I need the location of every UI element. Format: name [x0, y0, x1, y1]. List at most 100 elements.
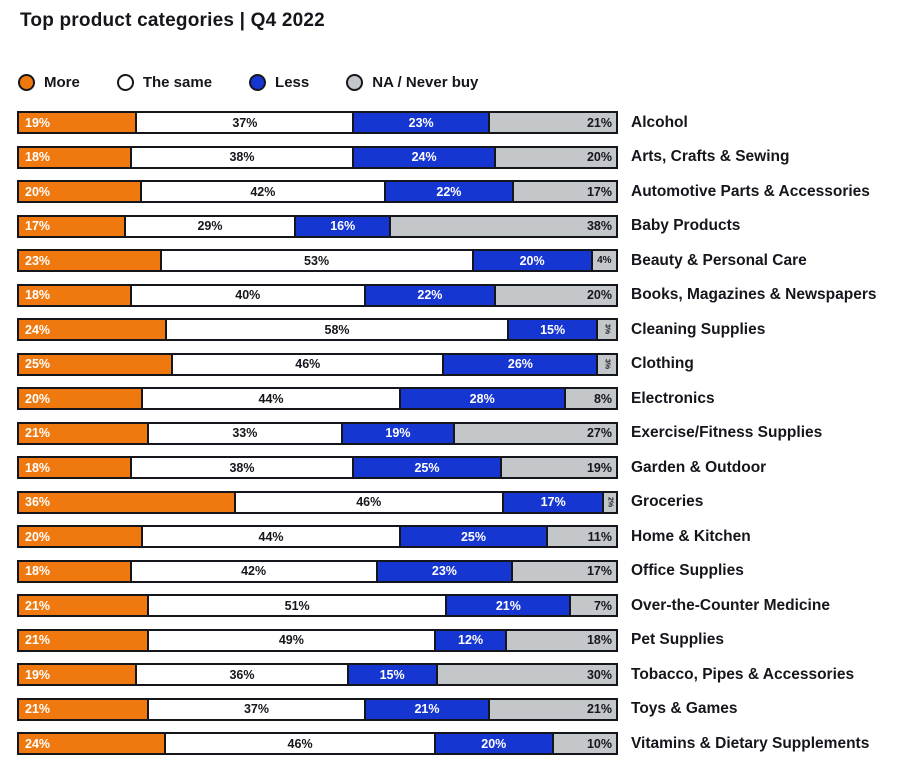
category-label: Electronics	[631, 389, 715, 407]
bar-segment-same: 33%	[147, 421, 343, 445]
bar-segment-less: 23%	[352, 111, 490, 134]
segment-value-label: 21%	[25, 633, 51, 647]
category-label: Groceries	[631, 493, 704, 510]
bar-segment-same: 37%	[147, 697, 366, 721]
legend-item-more: More	[18, 74, 80, 91]
segment-value-label: 22%	[417, 288, 443, 302]
bar-segment-na: 19%	[499, 456, 618, 479]
segment-value-label: 11%	[587, 529, 612, 544]
bar-segment-more: 24%	[17, 318, 168, 341]
category-label: Over-the-Counter Medicine	[631, 596, 830, 614]
legend-label: More	[44, 74, 80, 91]
segment-value-label: 28%	[469, 391, 495, 406]
stacked-bar: 24% 46% 20% 10%	[17, 732, 618, 755]
stacked-bar: 25% 46% 26% 3%	[17, 352, 618, 376]
bar-segment-less: 22%	[363, 283, 496, 307]
segment-value-label: 42%	[241, 564, 267, 578]
bar-segment-less: 17%	[501, 490, 605, 514]
chart-row: 18% 42% 23% 17% Office Supplies	[17, 559, 909, 583]
chart-title: Top product categories | Q4 2022	[20, 10, 325, 31]
segment-value-label: 18%	[586, 633, 612, 647]
segment-value-label: 36%	[25, 495, 51, 509]
segment-value-label: 21%	[495, 598, 521, 613]
stacked-bar: 17% 29% 16% 38%	[17, 214, 618, 238]
segment-value-label: 16%	[330, 219, 356, 233]
category-label: Beauty & Personal Care	[631, 251, 807, 269]
bar-segment-more: 18%	[17, 145, 132, 169]
stacked-bar: 20% 44% 28% 8%	[17, 387, 619, 410]
chart-row: 17% 29% 16% 38% Baby Products	[17, 214, 909, 238]
chart-row: 23% 53% 20% 4% Beauty & Personal Care	[17, 249, 909, 272]
chart-row: 20% 44% 25% 11% Home & Kitchen	[17, 525, 909, 548]
chart-row: 20% 42% 22% 17% Automotive Parts & Accessori…	[17, 180, 909, 203]
bar-segment-more: 21%	[17, 594, 150, 617]
segment-value-label: 53%	[304, 253, 330, 268]
segment-value-label: 46%	[295, 357, 321, 371]
stacked-bar: 19% 36% 15% 30%	[17, 663, 618, 686]
bar-segment-less: 15%	[506, 318, 599, 341]
segment-value-label: 36%	[229, 667, 255, 682]
segment-value-label: 46%	[356, 495, 382, 509]
category-label: Garden & Outdoor	[631, 458, 767, 476]
segment-value-label: 20%	[25, 391, 51, 406]
legend-item-na: NA / Never buy	[346, 74, 478, 91]
bar-segment-more: 18%	[17, 456, 132, 479]
bar-segment-same: 29%	[123, 214, 297, 238]
bar-segment-same: 46%	[171, 352, 445, 376]
chart-legend: More The same Less NA / Never buy	[18, 74, 909, 91]
segment-value-label: 25%	[460, 529, 486, 544]
segment-value-label: 20%	[25, 529, 51, 544]
chart-row: 21% 37% 21% 21% Toys & Games	[17, 697, 909, 721]
segment-value-label: 38%	[229, 460, 255, 475]
segment-value-label: 21%	[414, 702, 440, 716]
stacked-bar: 18% 42% 23% 17%	[17, 559, 618, 583]
segment-value-label: 38%	[229, 150, 255, 164]
bar-segment-less: 20%	[433, 732, 554, 755]
segment-value-label: 20%	[586, 150, 612, 164]
segment-value-label: 17%	[586, 564, 612, 578]
chart-row: 24% 58% 15% 3% Cleaning Supplies	[17, 318, 909, 341]
segment-value-label: 20%	[25, 184, 51, 199]
bar-segment-na: 2%	[602, 490, 618, 514]
chart-row: 19% 37% 23% 21% Alcohol	[17, 111, 909, 134]
segment-value-label: 42%	[250, 184, 276, 199]
bar-segment-less: 25%	[398, 525, 549, 548]
bar-segment-more: 23%	[17, 249, 162, 272]
bar-segment-na: 10%	[551, 732, 618, 755]
bar-segment-less: 21%	[445, 594, 572, 617]
bar-segment-less: 26%	[442, 352, 599, 376]
segment-value-label: 27%	[586, 426, 613, 440]
bar-segment-more: 19%	[17, 663, 138, 686]
bar-segment-na: 18%	[505, 628, 618, 652]
segment-value-label: 49%	[278, 633, 304, 647]
segment-value-label: 23%	[431, 564, 457, 578]
legend-item-same: The same	[116, 74, 212, 91]
chart-row: 19% 36% 15% 30% Tobacco, Pipes & Accessories	[17, 663, 909, 686]
bar-segment-same: 44%	[141, 387, 401, 410]
segment-value-label: 21%	[25, 702, 51, 716]
stacked-bar: 23% 53% 20% 4%	[17, 249, 618, 272]
segment-value-label: 44%	[258, 529, 284, 544]
segment-value-label: 7%	[593, 598, 613, 613]
bar-segment-same: 49%	[147, 628, 436, 652]
segment-value-label: 19%	[586, 460, 612, 475]
stacked-bar: 36% 46% 17% 2%	[17, 490, 618, 514]
chart-row: 36% 46% 17% 2% Groceries	[17, 490, 909, 514]
segment-value-label: 24%	[25, 322, 51, 337]
bar-segment-na: 27%	[453, 421, 619, 445]
chart-rows: 19% 37% 23% 21% Alcohol 18% 38% 24% 20% Arts, Cra…	[17, 111, 909, 755]
segment-value-label: 29%	[197, 219, 223, 233]
segment-value-label: 20%	[519, 253, 545, 268]
segment-value-label: 17%	[586, 184, 612, 199]
chart-row: 20% 44% 28% 8% Electronics	[17, 387, 909, 410]
bar-segment-same: 44%	[141, 525, 401, 548]
segment-value-label: 18%	[25, 564, 51, 578]
bar-segment-more: 36%	[17, 490, 236, 514]
segment-value-label: 46%	[287, 736, 313, 751]
bar-segment-na: 17%	[511, 559, 618, 583]
bar-segment-more: 21%	[17, 628, 150, 652]
segment-value-label: 44%	[258, 391, 284, 406]
segment-value-label: 19%	[25, 115, 51, 130]
bar-segment-less: 12%	[433, 628, 508, 652]
